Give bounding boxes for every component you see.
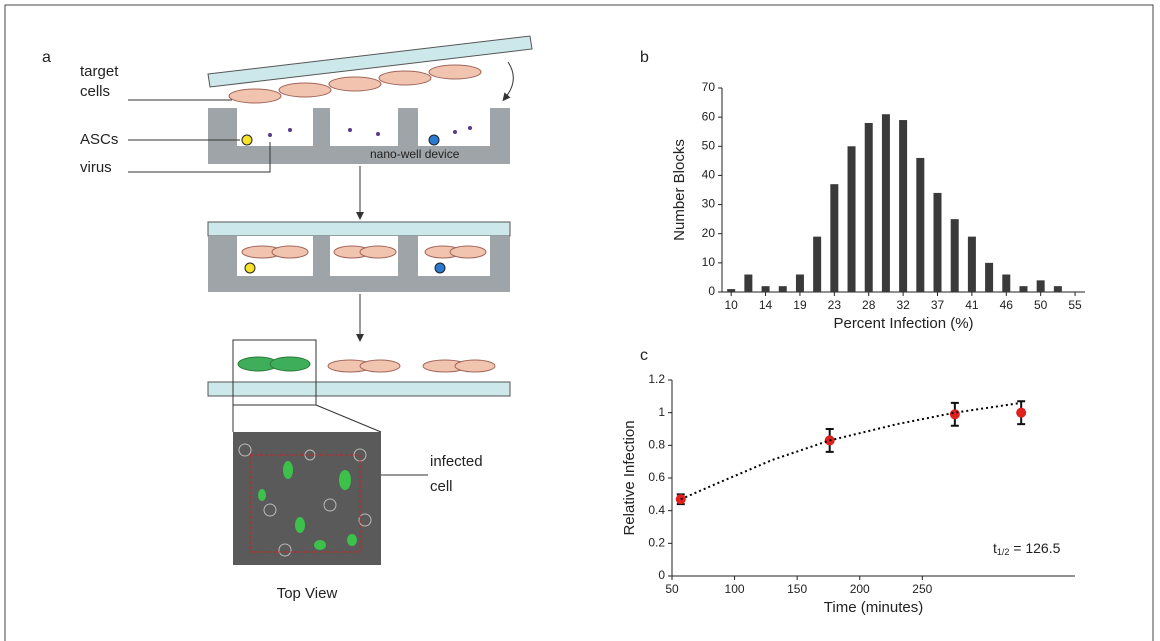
y-tick-label: 50 (702, 138, 716, 152)
bar (1036, 280, 1045, 292)
label: infected (430, 453, 483, 470)
slide (207, 221, 511, 237)
label: virus (80, 159, 112, 176)
y-tick-label: 60 (702, 109, 716, 123)
x-tick-label: 55 (1068, 298, 1082, 312)
asc (434, 262, 446, 274)
x-tick-label: 41 (965, 298, 979, 312)
annotation: t1/2 = 126.5 (993, 540, 1061, 558)
cell (428, 64, 482, 80)
y-axis-title: Number Blocks (671, 139, 688, 241)
y-tick-label: 40 (702, 168, 716, 182)
zoom-lines (232, 404, 382, 433)
slide (207, 381, 511, 397)
point (1016, 407, 1027, 418)
y-tick-label: 70 (702, 80, 716, 94)
x-tick-label: 200 (850, 582, 870, 596)
label: Top View (277, 585, 338, 602)
arrow (502, 61, 514, 102)
well (330, 108, 398, 146)
y-tick-label: 0.4 (648, 503, 665, 517)
label: cell (430, 478, 453, 495)
bar (778, 286, 787, 292)
x-axis-title: Percent Infection (%) (833, 315, 973, 332)
x-tick-label: 46 (1000, 298, 1014, 312)
asc (241, 134, 253, 146)
bar (761, 286, 770, 292)
x-tick-label: 37 (931, 298, 945, 312)
x-axis-title: Time (minutes) (824, 599, 923, 616)
bar (847, 146, 856, 292)
y-tick-label: 0 (658, 568, 665, 582)
panel-label: a (42, 49, 51, 66)
x-tick-label: 14 (759, 298, 773, 312)
bar (967, 236, 976, 292)
panel-label: b (640, 49, 649, 66)
annotation-part: 1/2 (997, 547, 1010, 557)
label: ASCs (80, 131, 118, 148)
panel-label: c (640, 347, 648, 364)
bar (864, 122, 873, 292)
bar (1053, 286, 1062, 292)
fit-line (680, 401, 1022, 501)
label: cells (80, 83, 110, 100)
y-tick-label: 0.6 (648, 470, 665, 484)
y-tick-label: 30 (702, 197, 716, 211)
y-tick-label: 1.2 (648, 372, 665, 386)
bar (881, 114, 890, 292)
micrograph (233, 432, 381, 565)
frame (4, 4, 1154, 641)
x-tick-label: 32 (896, 298, 910, 312)
bar (727, 289, 736, 292)
bar (744, 274, 753, 292)
slide (207, 35, 533, 88)
y-tick-label: 0.2 (648, 536, 665, 550)
bar (795, 274, 804, 292)
diagram: nano-well device target cells ASCs virus (80, 35, 533, 602)
x-tick-label: 50 (1034, 298, 1048, 312)
bar (899, 120, 908, 292)
cell (378, 70, 432, 86)
cell (228, 88, 282, 104)
y-tick-label: 10 (702, 255, 716, 269)
point (949, 409, 960, 420)
annotation-part: = 126.5 (1009, 540, 1060, 556)
x-tick-label: 250 (912, 582, 932, 596)
x-tick-label: 10 (724, 298, 738, 312)
y-tick-label: 1 (658, 405, 665, 419)
bar (950, 219, 959, 292)
x-tick-label: 23 (828, 298, 842, 312)
x-tick-label: 50 (665, 582, 679, 596)
bar (1002, 274, 1011, 292)
bar (916, 157, 925, 292)
x-tick-label: 100 (725, 582, 745, 596)
cell (278, 82, 332, 98)
x-tick-label: 19 (793, 298, 807, 312)
y-tick-label: 0 (708, 284, 715, 298)
y-tick-label: 20 (702, 226, 716, 240)
y-axis-title: Relative Infection (621, 420, 638, 535)
x-tick-label: 28 (862, 298, 876, 312)
bar (985, 262, 994, 292)
device-label: nano-well device (370, 147, 460, 161)
annotation-part: t (993, 540, 997, 556)
cell (328, 76, 382, 92)
bar (830, 184, 839, 292)
asc (428, 134, 440, 146)
roi (249, 454, 361, 553)
y-tick-label: 0.8 (648, 438, 665, 452)
bar (933, 192, 942, 292)
zoom-box (232, 339, 317, 406)
x-tick-label: 150 (787, 582, 807, 596)
bar (1019, 286, 1028, 292)
label: target (80, 63, 119, 80)
leader (128, 142, 271, 173)
bar (813, 236, 822, 292)
asc (244, 262, 256, 274)
